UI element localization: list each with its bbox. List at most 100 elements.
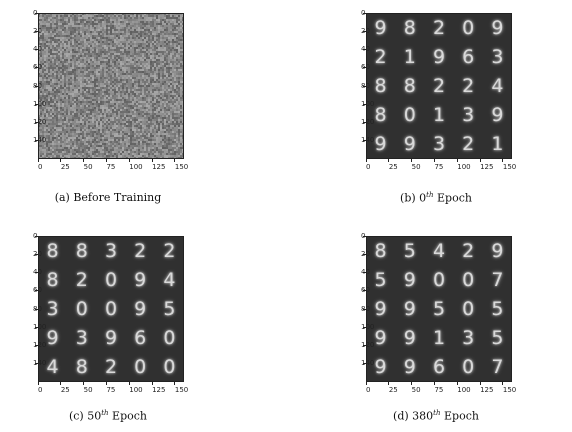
noise-pixel [46,39,48,41]
noise-pixel [58,73,60,75]
noise-pixel [54,41,56,43]
noise-pixel [108,115,110,117]
noise-pixel [40,65,42,67]
noise-pixel [58,23,60,25]
noise-pixel [138,53,140,55]
noise-pixel [84,113,86,115]
noise-pixel [58,113,60,115]
noise-pixel [86,59,88,61]
noise-pixel [108,89,110,91]
noise-pixel [66,101,68,103]
noise-pixel [90,29,92,31]
noise-pixel [42,45,44,47]
noise-pixel [148,115,150,117]
noise-pixel [114,39,116,41]
noise-pixel [116,41,118,43]
noise-pixel [94,109,96,111]
noise-pixel [166,79,168,81]
noise-pixel [150,19,152,21]
noise-pixel [156,111,158,113]
noise-pixel [178,57,180,59]
noise-pixel [48,39,50,41]
noise-pixel [68,69,70,71]
noise-pixel [38,105,40,107]
noise-pixel [154,81,156,83]
noise-pixel [50,63,52,65]
noise-pixel [82,27,84,29]
noise-pixel [122,39,124,41]
noise-pixel [104,117,106,119]
noise-pixel [102,69,104,71]
noise-pixel [40,37,42,39]
noise-pixel [166,113,168,115]
noise-pixel [174,29,176,31]
noise-pixel [86,73,88,75]
noise-pixel [146,69,148,71]
noise-pixel [80,83,82,85]
noise-pixel [170,83,172,85]
noise-pixel [128,21,130,23]
noise-pixel [166,97,168,99]
noise-pixel [66,115,68,117]
noise-pixel [104,23,106,25]
noise-pixel [80,55,82,57]
noise-pixel [128,65,130,67]
noise-pixel [74,99,76,101]
noise-pixel [100,17,102,19]
noise-pixel [60,99,62,101]
noise-pixel [94,57,96,59]
noise-pixel [134,37,136,39]
noise-pixel [140,89,142,91]
noise-pixel [66,71,68,73]
noise-pixel [108,41,110,43]
noise-pixel [138,55,140,57]
noise-pixel [48,15,50,17]
noise-pixel [116,59,118,61]
noise-pixel [112,83,114,85]
noise-pixel [38,51,40,53]
noise-pixel [124,81,126,83]
noise-pixel [86,115,88,117]
noise-pixel [42,83,44,85]
noise-pixel [118,49,120,51]
noise-pixel [74,47,76,49]
noise-pixel [56,57,58,59]
noise-pixel [112,95,114,97]
noise-pixel [120,115,122,117]
noise-pixel [86,37,88,39]
noise-pixel [134,27,136,29]
noise-pixel [174,43,176,45]
noise-pixel [158,55,160,57]
noise-pixel [110,27,112,29]
noise-pixel [42,23,44,25]
noise-pixel [110,99,112,101]
noise-pixel [120,67,122,69]
noise-pixel [84,25,86,27]
noise-pixel [178,43,180,45]
noise-pixel [128,103,130,105]
noise-pixel [86,39,88,41]
noise-pixel [158,35,160,37]
noise-pixel [130,103,132,105]
noise-pixel [102,87,104,89]
noise-pixel [40,93,42,95]
noise-pixel [52,49,54,51]
noise-pixel [130,99,132,101]
noise-pixel [136,75,138,77]
noise-pixel [142,49,144,51]
noise-pixel [66,77,68,79]
noise-pixel [114,15,116,17]
noise-pixel [114,35,116,37]
noise-pixel [152,41,154,43]
noise-pixel [172,83,174,85]
noise-pixel [78,29,80,31]
noise-pixel [160,111,162,113]
noise-pixel [48,115,50,117]
noise-pixel [136,45,138,47]
noise-pixel [142,55,144,57]
noise-pixel [156,71,158,73]
noise-pixel [128,95,130,97]
noise-pixel [164,55,166,57]
noise-pixel [68,115,70,117]
noise-pixel [80,73,82,75]
